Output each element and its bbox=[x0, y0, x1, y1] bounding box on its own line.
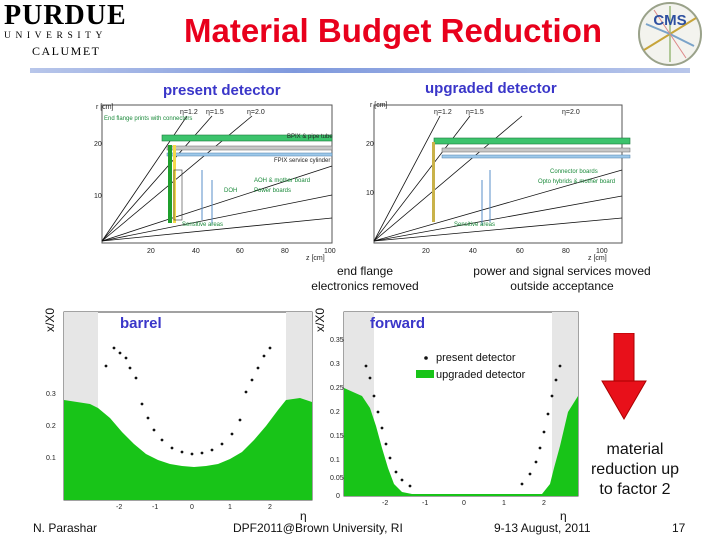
logo-line-purdue: PURDUE bbox=[4, 0, 127, 31]
upgraded-annotation: Sensitive areas bbox=[454, 222, 495, 228]
upgraded-eta-label: η=1.5 bbox=[466, 109, 484, 116]
upgraded-x-axis-label: z [cm] bbox=[588, 255, 607, 262]
upgraded-y-axis-label: r [cm] bbox=[370, 102, 388, 109]
upgraded-annotation: Opto hybrids & mother board bbox=[538, 179, 615, 185]
forward-y-tick: 0.1 bbox=[330, 457, 340, 464]
note-line: reduction up bbox=[590, 461, 680, 478]
present-annotation: End flange prints with connectors bbox=[104, 116, 192, 122]
forward-x-tick: 1 bbox=[502, 500, 506, 507]
barrel-x-tick: -1 bbox=[152, 504, 158, 511]
x-axis-label: η bbox=[300, 509, 307, 522]
legend-present: present detector bbox=[436, 352, 516, 364]
upgraded-y-tick: 20 bbox=[366, 141, 374, 148]
logo-line-university: UNIVERSITY bbox=[4, 31, 107, 41]
present-y-axis-label: r [cm] bbox=[96, 104, 114, 111]
present-annotation: DOH bbox=[224, 188, 237, 194]
caption-line: power and signal services moved bbox=[473, 264, 651, 278]
present-x-tick: 60 bbox=[236, 248, 244, 255]
forward-x-tick: -1 bbox=[422, 500, 428, 507]
footer-conference: DPF2011@Brown University, RI bbox=[233, 521, 403, 535]
forward-x-tick: -2 bbox=[382, 500, 388, 507]
caption-end-flange: end flange electronics removed bbox=[290, 264, 440, 294]
logo-line-calumet: CALUMET bbox=[32, 44, 101, 58]
forward-y-tick: 0.3 bbox=[330, 361, 340, 368]
caption-services-moved: power and signal services moved outside … bbox=[460, 264, 664, 294]
caption-line: end flange bbox=[336, 264, 394, 278]
barrel-y-tick: 0.2 bbox=[46, 423, 56, 430]
upgraded-x-tick: 60 bbox=[516, 248, 524, 255]
barrel-label: barrel bbox=[120, 315, 162, 332]
present-annotation: FPIX service cylinder bbox=[274, 158, 330, 164]
caption-line: electronics removed bbox=[311, 279, 419, 293]
forward-y-tick: 0.2 bbox=[330, 409, 340, 416]
forward-x-tick: 2 bbox=[542, 500, 546, 507]
footer-date: 9-13 August, 2011 bbox=[494, 521, 591, 535]
present-detector-diagram: r [cm] 20 10 20 40 60 80 100 z [cm] η=1.… bbox=[94, 104, 336, 262]
present-detector-label: present detector bbox=[163, 82, 281, 99]
forward-x-tick: 0 bbox=[462, 500, 466, 507]
upgraded-annotation: Connector boards bbox=[550, 169, 598, 175]
x-axis-label: η bbox=[560, 509, 567, 522]
present-y-tick: 10 bbox=[94, 193, 102, 200]
down-arrow-icon bbox=[601, 333, 647, 420]
forward-label: forward bbox=[370, 315, 425, 332]
present-x-tick: 100 bbox=[324, 248, 336, 255]
upgraded-x-tick: 40 bbox=[469, 248, 477, 255]
present-x-tick: 20 bbox=[147, 248, 155, 255]
note-line: to factor 2 bbox=[599, 481, 671, 498]
barrel-x-tick: 2 bbox=[268, 504, 272, 511]
upgraded-detector-label: upgraded detector bbox=[425, 80, 557, 97]
cms-logo-text: CMS bbox=[653, 12, 686, 29]
legend-marker-present bbox=[424, 356, 428, 360]
present-eta-label: η=2.0 bbox=[247, 109, 265, 116]
material-reduction-note: material reduction up to factor 2 bbox=[572, 440, 698, 500]
present-x-tick: 40 bbox=[192, 248, 200, 255]
forward-y-tick: 0.25 bbox=[330, 385, 344, 392]
forward-y-tick: 0 bbox=[336, 493, 340, 500]
upgraded-x-tick: 80 bbox=[562, 248, 570, 255]
present-annotation: BPIX & pipe tube bbox=[287, 134, 333, 140]
footer-page-number: 17 bbox=[672, 521, 686, 535]
forward-y-tick: 0.05 bbox=[330, 475, 344, 482]
title-underline bbox=[30, 68, 690, 73]
present-annotation: Sensitive areas bbox=[182, 222, 223, 228]
present-x-tick: 80 bbox=[281, 248, 289, 255]
present-annotation: AOH & mother board bbox=[254, 178, 310, 184]
present-annotation: Power boards bbox=[254, 188, 291, 194]
slide-title: Material Budget Reduction bbox=[183, 12, 603, 49]
cms-logo: CMS bbox=[638, 2, 702, 66]
barrel-x-tick: 1 bbox=[228, 504, 232, 511]
y-axis-label: x/X0 bbox=[43, 308, 57, 332]
note-line: material bbox=[606, 441, 664, 458]
caption-line: outside acceptance bbox=[510, 279, 614, 293]
present-eta-label: η=1.5 bbox=[206, 109, 224, 116]
barrel-x-tick: -2 bbox=[116, 504, 122, 511]
legend-upgraded: upgraded detector bbox=[436, 369, 526, 381]
upgraded-y-tick: 10 bbox=[366, 190, 374, 197]
present-eta-label: η=1.2 bbox=[180, 109, 198, 116]
barrel-material-plot: x/X0 barrel 0.3 0.2 0.1 -2 -1 0 1 2 η bbox=[43, 308, 313, 522]
forward-y-tick: 0.15 bbox=[330, 433, 344, 440]
forward-y-tick: 0.35 bbox=[330, 337, 344, 344]
upgraded-detector-diagram: r [cm] 20 10 20 40 60 80 100 z [cm] η=1.… bbox=[366, 102, 631, 262]
upgraded-x-tick: 20 bbox=[422, 248, 430, 255]
upgraded-eta-label: η=2.0 bbox=[562, 109, 580, 116]
barrel-y-tick: 0.3 bbox=[46, 391, 56, 398]
legend-marker-upgraded bbox=[416, 370, 434, 378]
y-axis-label: x/X0 bbox=[313, 308, 327, 332]
present-x-axis-label: z [cm] bbox=[306, 255, 325, 262]
present-y-tick: 20 bbox=[94, 141, 102, 148]
upgraded-x-tick: 100 bbox=[596, 248, 608, 255]
barrel-x-tick: 0 bbox=[190, 504, 194, 511]
upgraded-eta-label: η=1.2 bbox=[434, 109, 452, 116]
purdue-calumet-logo: PURDUE UNIVERSITY CALUMET bbox=[4, 0, 127, 59]
forward-material-plot: x/X0 forward 0.35 0.3 0.25 0.2 0.15 0.1 … bbox=[313, 308, 579, 522]
barrel-y-tick: 0.1 bbox=[46, 455, 56, 462]
footer-author: N. Parashar bbox=[33, 521, 98, 535]
